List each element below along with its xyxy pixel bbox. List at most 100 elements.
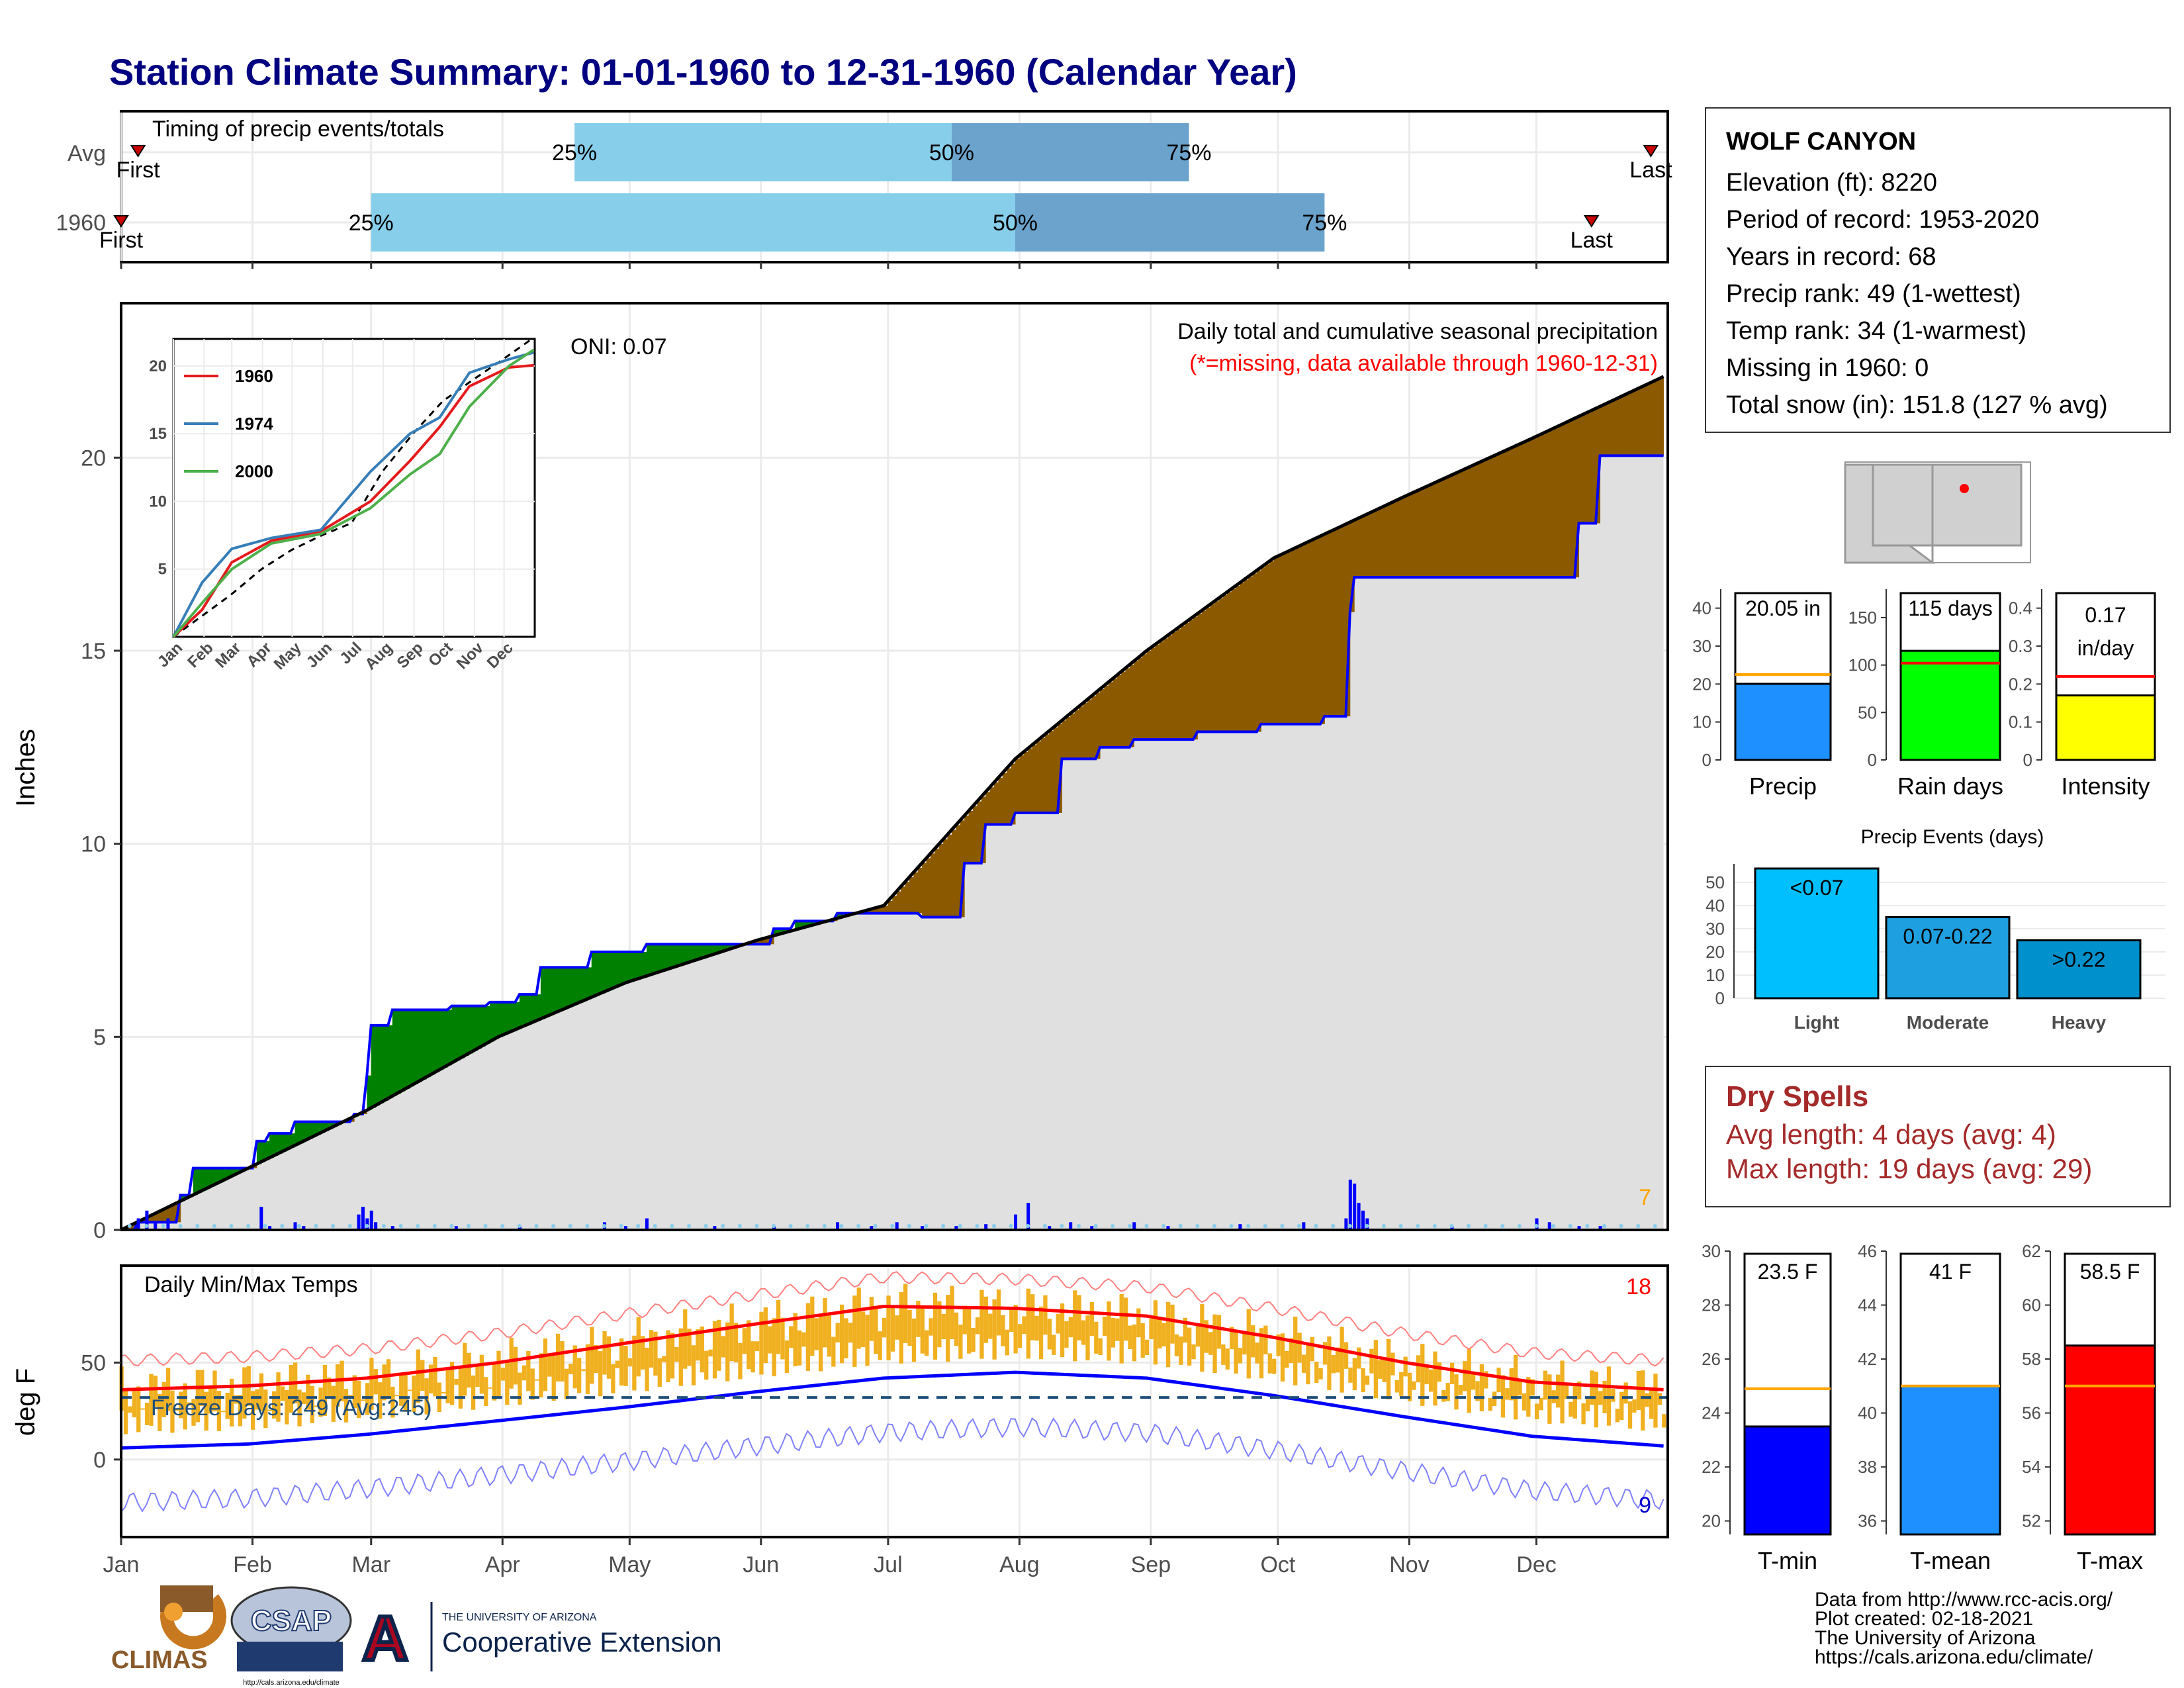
surplus-area bbox=[430, 1009, 435, 1075]
daily-temp-bar bbox=[1463, 1361, 1467, 1391]
daily-temp-bar bbox=[657, 1358, 662, 1387]
daily-temp-bar bbox=[479, 1354, 484, 1394]
deficit-area bbox=[1591, 410, 1596, 524]
daily-temp-bar bbox=[1204, 1320, 1208, 1353]
daily-temp-bar bbox=[810, 1296, 815, 1356]
daily-temp-bar bbox=[1102, 1316, 1107, 1336]
daily-temp-bar bbox=[653, 1331, 658, 1376]
daily-temp-bar bbox=[1060, 1303, 1065, 1358]
daily-temp-bar bbox=[174, 1409, 179, 1411]
deficit-area bbox=[1095, 692, 1101, 759]
surplus-area bbox=[193, 1168, 198, 1196]
precip-chart-title: Daily total and cumulative seasonal prec… bbox=[1177, 319, 1658, 344]
deficit-area bbox=[760, 939, 766, 945]
trace-dot bbox=[1347, 1224, 1352, 1228]
daily-temp-bar bbox=[844, 1318, 848, 1358]
deficit-area bbox=[167, 1207, 173, 1223]
daily-temp-bar bbox=[725, 1322, 730, 1382]
deficit-area bbox=[1269, 561, 1275, 724]
trace-dot bbox=[1365, 1224, 1369, 1228]
trace-dot bbox=[449, 1224, 454, 1228]
deficit-area bbox=[1430, 485, 1435, 578]
daily-temp-bar bbox=[823, 1297, 827, 1348]
deficit-area bbox=[1049, 731, 1054, 813]
daily-precip-bar bbox=[954, 1226, 958, 1230]
daily-temp-bar bbox=[1518, 1379, 1522, 1396]
daily-temp-bar bbox=[539, 1353, 543, 1398]
deficit-area bbox=[1519, 444, 1524, 578]
station-period: Period of record: 1953-2020 bbox=[1726, 206, 2040, 234]
surplus-area bbox=[727, 944, 732, 950]
daily-temp-bar bbox=[1293, 1316, 1298, 1385]
surplus-area bbox=[536, 994, 541, 1021]
deficit-area bbox=[1418, 490, 1423, 578]
daily-temp-bar bbox=[357, 1380, 361, 1419]
daily-temp-bar bbox=[195, 1370, 201, 1423]
daily-temp-bar bbox=[1107, 1301, 1111, 1361]
ua-logo: A THE UNIVERSITY OF ARIZONA Cooperative … bbox=[360, 1601, 721, 1676]
deficit-area bbox=[1100, 688, 1105, 747]
precip-count-label: 7 bbox=[1639, 1185, 1651, 1210]
daily-temp-bar bbox=[1382, 1358, 1387, 1383]
daily-temp-bar bbox=[390, 1386, 395, 1418]
summary-value-label: 0.17 bbox=[2085, 603, 2126, 627]
surplus-area bbox=[295, 1121, 300, 1146]
deficit-area bbox=[981, 796, 986, 863]
summary-ytick-label: 10 bbox=[1692, 712, 1711, 732]
surplus-area bbox=[566, 967, 571, 1008]
surplus-area bbox=[265, 1141, 270, 1160]
temp-summary-ytick-label: 56 bbox=[2022, 1403, 2041, 1423]
daily-temp-bar bbox=[1017, 1324, 1023, 1348]
daily-temp-bar bbox=[289, 1364, 293, 1413]
daily-temp-bar bbox=[848, 1323, 853, 1343]
ua-logo-small: THE UNIVERSITY OF ARIZONA bbox=[442, 1612, 597, 1623]
daily-temp-bar bbox=[267, 1409, 272, 1411]
temp-summary-ytick-label: 44 bbox=[1858, 1295, 1877, 1315]
dry-spells-max: Max length: 19 days (avg: 29) bbox=[1726, 1153, 2093, 1184]
deficit-area bbox=[1400, 498, 1406, 578]
daily-temp-bar bbox=[433, 1357, 437, 1397]
daily-temp-bar bbox=[1153, 1300, 1158, 1365]
deficit-area bbox=[1134, 661, 1139, 740]
trace-dot bbox=[1551, 1224, 1556, 1228]
deficit-area bbox=[1328, 532, 1334, 717]
surplus-area bbox=[277, 1133, 283, 1154]
daily-temp-bar bbox=[1191, 1344, 1196, 1360]
deficit-area bbox=[1214, 601, 1219, 732]
month-label: Oct bbox=[1260, 1552, 1295, 1577]
events-bar bbox=[2016, 939, 2142, 1000]
surplus-area bbox=[608, 952, 614, 990]
surplus-area bbox=[709, 944, 715, 956]
temp-summary-value-label: 23.5 F bbox=[1758, 1260, 1818, 1284]
daily-temp-bar bbox=[259, 1373, 264, 1412]
daily-precip-bar bbox=[645, 1218, 649, 1230]
daily-temp-bar bbox=[1322, 1342, 1328, 1365]
deficit-area bbox=[1494, 455, 1499, 578]
location-map bbox=[1844, 461, 2031, 564]
surplus-area bbox=[574, 967, 579, 1005]
surplus-area bbox=[506, 1002, 512, 1033]
daily-temp-bar bbox=[1357, 1347, 1361, 1369]
daily-temp-bar bbox=[1183, 1317, 1187, 1343]
daily-temp-bar bbox=[1449, 1362, 1455, 1385]
surplus-area bbox=[455, 1006, 461, 1061]
daily-precip-bar bbox=[1090, 1226, 1094, 1230]
timing-pct-label: 75% bbox=[1166, 140, 1211, 165]
temp-summary-category-label: T-max bbox=[2077, 1547, 2143, 1574]
daily-temp-bar bbox=[1547, 1374, 1552, 1424]
deficit-area bbox=[934, 849, 940, 917]
deficit-area bbox=[1312, 539, 1317, 724]
trace-dot bbox=[1042, 1224, 1047, 1228]
temp-summary-category-label: T-mean bbox=[1910, 1547, 1991, 1574]
trace-dot bbox=[1314, 1224, 1318, 1228]
daily-temp-bar bbox=[1132, 1324, 1137, 1362]
deficit-area bbox=[1074, 710, 1079, 759]
deficit-area bbox=[1578, 416, 1584, 524]
daily-temp-bar bbox=[1221, 1344, 1226, 1365]
daily-temp-bar bbox=[314, 1405, 319, 1407]
daily-temp-bar bbox=[522, 1365, 527, 1381]
events-ytick-label: 50 bbox=[1706, 872, 1725, 892]
daily-temp-bar bbox=[1445, 1383, 1450, 1401]
surplus-area bbox=[587, 967, 592, 1000]
deficit-area bbox=[1451, 475, 1457, 578]
